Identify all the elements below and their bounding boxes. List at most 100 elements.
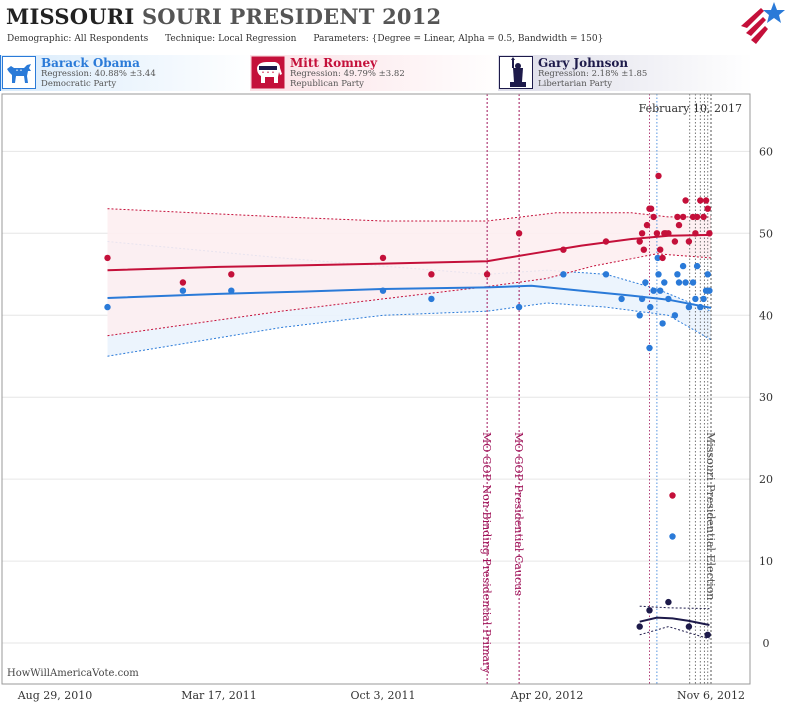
candidate-party: Democratic Party [41, 79, 117, 89]
plot-frame [1, 93, 751, 685]
poll-point [602, 238, 610, 245]
poll-point [647, 303, 654, 311]
candidate-regression: Regression: 40.88% ±3.44 [41, 69, 156, 79]
poll-point [560, 271, 567, 278]
poll-date-lines [649, 94, 709, 684]
header: MISSOURI SOURI PRESIDENT 2012 Demographi… [0, 0, 789, 56]
poll-point [706, 287, 713, 294]
y-tick-label: 0 [763, 637, 770, 650]
poll-point [697, 303, 704, 311]
poll-point [228, 271, 235, 278]
poll-point [636, 623, 643, 630]
poll-point [665, 230, 672, 237]
poll-point [650, 287, 657, 294]
poll-point [675, 221, 683, 229]
poll-point [602, 271, 610, 278]
candidate-regression: Regression: 49.79% ±3.82 [290, 69, 405, 79]
poll-point [685, 238, 693, 245]
x-tick-label: Aug 29, 2010 [17, 689, 93, 702]
candidate-name: Gary Johnson [538, 56, 629, 70]
poll-point [515, 303, 523, 311]
poll-point [104, 303, 111, 311]
poll-point [655, 172, 662, 180]
trend-line [639, 616, 710, 626]
x-tick-label: Apr 20, 2012 [510, 689, 584, 702]
trend-line [107, 233, 712, 272]
x-tick-label: Oct 3, 2011 [350, 689, 415, 702]
poll-point [679, 213, 687, 221]
y-tick-label: 20 [759, 473, 773, 486]
poll-point [697, 197, 704, 204]
site-logo [741, 2, 785, 44]
poll-points [104, 172, 713, 638]
y-tick-label: 30 [759, 391, 773, 404]
poll-point [428, 271, 435, 278]
poll-point [689, 279, 697, 286]
poll-point [228, 287, 235, 294]
poll-point [671, 238, 679, 245]
y-tick-label: 60 [759, 145, 773, 158]
donkey-icon [2, 56, 36, 89]
poll-point [179, 279, 187, 286]
poll-point [674, 271, 681, 278]
poll-point [675, 279, 683, 286]
poll-point [638, 295, 646, 303]
poll-point [646, 344, 653, 352]
confidence-bands [107, 208, 712, 640]
poll-point [636, 312, 643, 319]
trend-line [107, 284, 712, 309]
candidate-party: Republican Party [290, 79, 364, 89]
poll-point [669, 533, 676, 540]
statue-of-liberty-icon [499, 56, 533, 89]
poll-point [657, 246, 664, 253]
event-label: MO GOP Non-Binding Presidential Primary [480, 432, 493, 674]
poll-point [659, 320, 666, 327]
parameters-value: {Degree = Linear, Alpha = 0.5, Bandwidth… [371, 34, 604, 44]
poll-point [704, 205, 711, 212]
poll-point [693, 262, 701, 270]
poll-point [104, 254, 111, 262]
confidence-band [639, 606, 710, 639]
poll-point [704, 631, 711, 638]
poll-point [685, 303, 693, 311]
poll-point [706, 230, 713, 237]
poll-point [679, 262, 687, 270]
poll-point [643, 221, 651, 229]
poll-point [669, 492, 676, 499]
chart-date-label: February 10, 2017 [639, 102, 742, 115]
demographic-label: Demographic: [7, 34, 72, 44]
candidate-legend: Barack Obama Regression: 40.88% ±3.44 De… [0, 55, 789, 92]
poll-point [483, 271, 491, 278]
poll-point [379, 287, 387, 294]
poll-point [654, 254, 661, 262]
poll-point [665, 598, 672, 606]
y-tick-label: 10 [759, 555, 773, 568]
poll-point [653, 230, 661, 237]
title-state: MISSOURI [6, 4, 135, 29]
chart-axes: 0 10 20 30 40 50 60 Aug 29, 2010 Mar 17, 2011 Oct… [1, 93, 773, 702]
poll-point [692, 230, 699, 237]
band-upper-line [639, 605, 710, 610]
parameters-label: Parameters: [313, 34, 369, 44]
poll-point [700, 213, 707, 221]
poll-point [682, 279, 689, 286]
poll-point [428, 295, 435, 303]
event-lines: MO GOP Non-Binding Presidential Primary M… [480, 94, 717, 684]
poll-point [650, 213, 657, 221]
poll-point [638, 230, 646, 237]
poll-point [692, 295, 699, 303]
elephant-icon [251, 56, 285, 89]
poll-point [655, 271, 662, 278]
poll-chart: MO GOP Non-Binding Presidential Primary M… [1, 93, 773, 702]
candidate-name: Mitt Romney [290, 56, 378, 70]
demographic-value: All Respondents [74, 34, 149, 44]
band-lower-line [107, 253, 712, 337]
poll-point [674, 213, 681, 221]
poll-point [665, 295, 672, 303]
poll-point [700, 295, 707, 303]
poll-point [179, 287, 187, 294]
y-tick-label: 40 [759, 309, 773, 322]
title-race: SOURI PRESIDENT 2012 [141, 4, 442, 29]
candidate-name: Barack Obama [41, 56, 140, 70]
poll-point [636, 238, 643, 245]
